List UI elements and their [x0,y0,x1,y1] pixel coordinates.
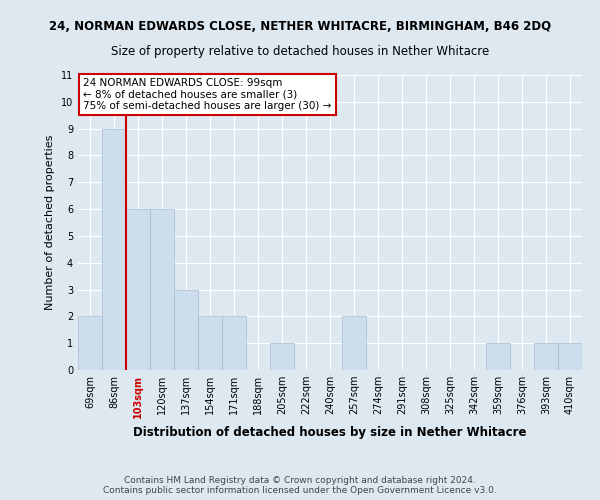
Bar [486,343,510,370]
Bar [150,209,174,370]
Text: Size of property relative to detached houses in Nether Whitacre: Size of property relative to detached ho… [111,45,489,58]
Bar [222,316,246,370]
Bar [558,343,582,370]
Bar [126,209,150,370]
X-axis label: Distribution of detached houses by size in Nether Whitacre: Distribution of detached houses by size … [133,426,527,439]
Bar [174,290,198,370]
Bar [198,316,222,370]
Bar [78,316,102,370]
Text: 24 NORMAN EDWARDS CLOSE: 99sqm
← 8% of detached houses are smaller (3)
75% of se: 24 NORMAN EDWARDS CLOSE: 99sqm ← 8% of d… [83,78,331,111]
Bar [102,128,126,370]
Text: Contains HM Land Registry data © Crown copyright and database right 2024.
Contai: Contains HM Land Registry data © Crown c… [103,476,497,495]
Bar [270,343,294,370]
Text: 24, NORMAN EDWARDS CLOSE, NETHER WHITACRE, BIRMINGHAM, B46 2DQ: 24, NORMAN EDWARDS CLOSE, NETHER WHITACR… [49,20,551,33]
Bar [534,343,558,370]
Bar [342,316,366,370]
Y-axis label: Number of detached properties: Number of detached properties [46,135,55,310]
